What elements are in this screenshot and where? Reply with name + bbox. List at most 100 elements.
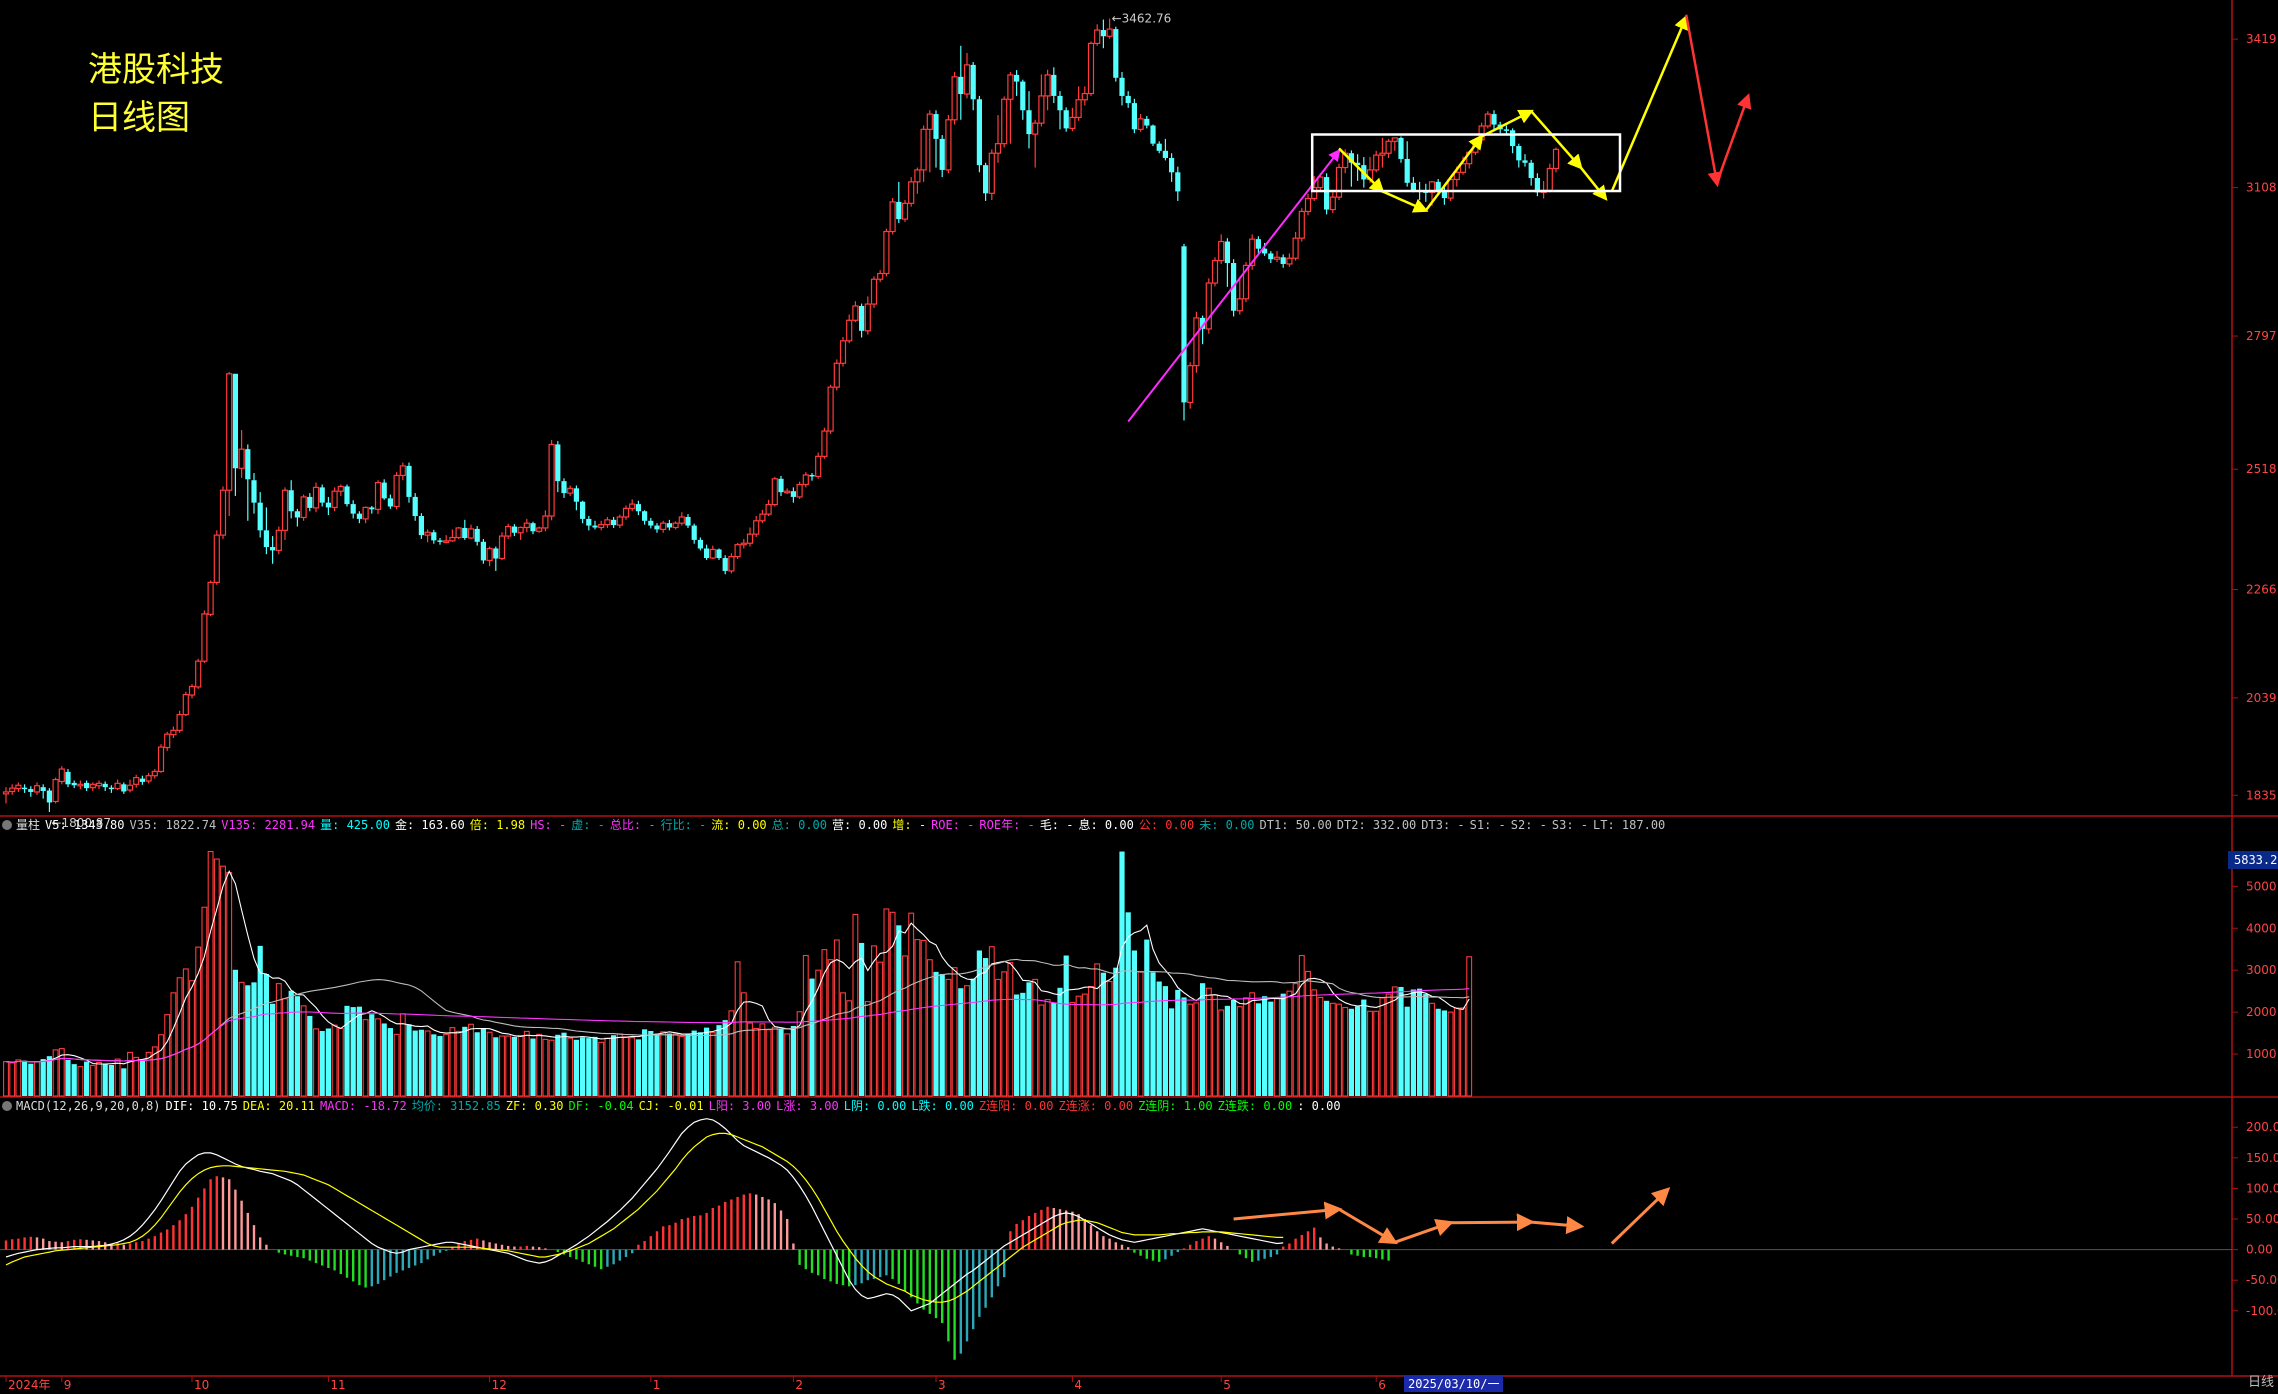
volume-bar: [970, 978, 976, 1096]
macd-dif-line: [5, 1118, 1284, 1312]
candle: [951, 72, 958, 125]
volume-bar: [1398, 986, 1404, 1096]
volume-bar: [182, 968, 189, 1097]
candle-body: [325, 502, 331, 508]
volume-bar: [1131, 950, 1137, 1096]
candle-body: [1453, 171, 1460, 181]
volume-bar: [877, 961, 884, 1097]
volume-bar: [1441, 1010, 1447, 1096]
volume-bar: [1355, 1006, 1361, 1096]
volume-bar: [257, 945, 263, 1096]
volume-bar: [270, 1003, 276, 1096]
candle: [629, 499, 636, 512]
period-label[interactable]: 日线: [2247, 1375, 2274, 1390]
candle: [1014, 70, 1020, 96]
volume-indicator-value: HS: -: [530, 818, 567, 832]
candle: [270, 536, 276, 564]
candle-body: [281, 489, 289, 531]
gear-icon[interactable]: [2, 820, 12, 830]
candle-body: [182, 693, 189, 716]
candle: [734, 542, 741, 559]
volume-bar: [1231, 999, 1237, 1096]
candle: [1391, 137, 1398, 151]
candle: [1510, 128, 1516, 154]
candle-body: [561, 481, 567, 494]
candle-body: [1484, 113, 1491, 127]
candle: [883, 228, 890, 277]
macd-tick-label: 150.00: [2246, 1151, 2278, 1165]
candle: [232, 373, 238, 496]
volume-bar: [666, 1033, 672, 1096]
candle-body: [1459, 163, 1467, 173]
volume-bar: [145, 1051, 152, 1097]
candle: [2, 787, 10, 804]
candle-body: [1020, 81, 1026, 111]
volume-bar: [654, 1033, 660, 1096]
candle: [809, 473, 815, 481]
candle-body: [616, 516, 623, 526]
volume-bar: [728, 1010, 735, 1097]
volume-bar: [530, 1038, 536, 1096]
candle-body: [251, 480, 257, 503]
volume-bar: [809, 978, 815, 1096]
candle-body: [542, 515, 549, 529]
macd-tick-label: -50.00: [2246, 1273, 2278, 1287]
macd-indicator-value: MACD: -18.72: [320, 1099, 407, 1113]
candle: [207, 580, 214, 617]
candle-body: [635, 504, 641, 512]
candle-body: [1236, 298, 1243, 312]
volume-bar: [1361, 999, 1367, 1096]
volume-bar: [127, 1051, 133, 1097]
volume-bar: [1385, 993, 1392, 1097]
candle: [108, 785, 114, 793]
candle: [1038, 74, 1045, 127]
volume-bar: [1460, 1007, 1466, 1097]
gear-icon[interactable]: [2, 1101, 12, 1111]
candle: [1280, 254, 1286, 268]
candle: [15, 782, 22, 792]
volume-bar: [1026, 982, 1032, 1096]
candle-body: [1534, 178, 1540, 193]
volume-bar: [424, 1030, 431, 1097]
volume-bar: [1007, 962, 1014, 1097]
candle: [827, 384, 834, 434]
volume-bar: [1317, 996, 1324, 1097]
candle-body: [195, 660, 202, 688]
candle: [467, 524, 475, 539]
volume-bar: [709, 1032, 716, 1097]
candle: [412, 493, 418, 521]
candle-body: [1441, 190, 1447, 199]
candle: [164, 731, 171, 751]
candle: [1169, 153, 1175, 182]
candle-body: [498, 535, 506, 560]
candle-body: [784, 490, 791, 494]
candle: [238, 430, 245, 478]
candle: [654, 523, 660, 533]
volume-indicator-value: 总: 0.00: [771, 818, 828, 832]
candle-body: [486, 547, 493, 562]
candle: [1100, 19, 1106, 49]
volume-indicator-value: 毛: -: [1039, 818, 1074, 832]
volume-bar: [704, 1027, 710, 1096]
volume-bar: [1069, 1001, 1076, 1097]
volume-bar: [1292, 983, 1299, 1097]
volume-bar: [77, 1066, 84, 1097]
volume-bar: [1057, 987, 1063, 1096]
volume-bar: [1094, 963, 1101, 1097]
candle: [151, 769, 158, 779]
candle-body: [926, 113, 933, 130]
candle-body: [983, 165, 989, 194]
candle: [1211, 257, 1219, 287]
candle: [28, 786, 34, 797]
price-tick-label: 1835: [2246, 788, 2277, 802]
volume-bar: [995, 978, 1001, 1097]
volume-indicator-value: DT3: -: [1421, 818, 1465, 832]
candle-body: [1317, 176, 1324, 189]
candle: [1051, 67, 1057, 104]
candle-body: [1057, 95, 1063, 111]
price-tick-label: 2518: [2246, 462, 2277, 476]
volume-bar: [988, 946, 995, 1097]
candle: [77, 780, 84, 790]
